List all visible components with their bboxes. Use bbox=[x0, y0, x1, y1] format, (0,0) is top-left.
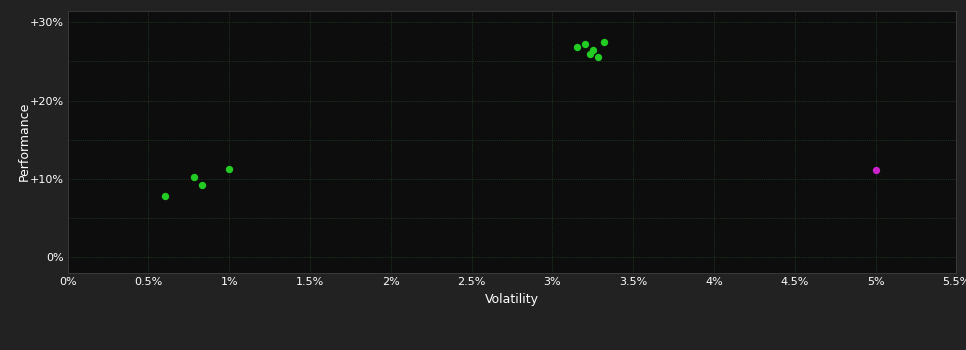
X-axis label: Volatility: Volatility bbox=[485, 293, 539, 306]
Point bbox=[867, 167, 883, 172]
Point bbox=[185, 174, 201, 180]
Point bbox=[577, 41, 592, 47]
Y-axis label: Performance: Performance bbox=[17, 102, 30, 181]
Point bbox=[596, 39, 611, 45]
Point bbox=[585, 48, 601, 53]
Point bbox=[569, 44, 584, 50]
Point bbox=[221, 166, 237, 172]
Point bbox=[156, 194, 172, 199]
Point bbox=[582, 51, 597, 56]
Point bbox=[590, 54, 606, 60]
Point bbox=[194, 182, 210, 188]
